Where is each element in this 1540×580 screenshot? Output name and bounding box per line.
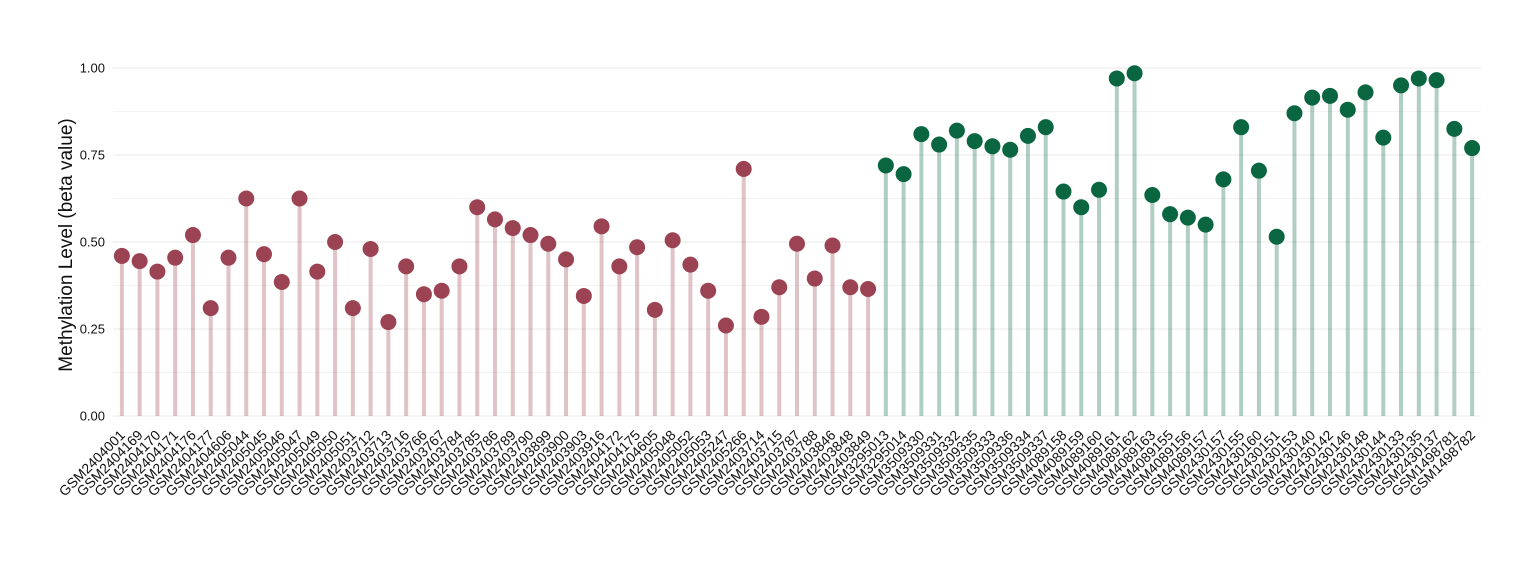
dot bbox=[149, 263, 166, 280]
dot bbox=[575, 287, 592, 304]
dot bbox=[398, 258, 415, 275]
dot bbox=[664, 232, 681, 249]
y-tick-label: 1.00 bbox=[80, 61, 105, 76]
dot bbox=[540, 235, 557, 252]
dot bbox=[1073, 199, 1090, 216]
dot bbox=[558, 251, 575, 268]
dot bbox=[966, 133, 983, 150]
y-tick-label: 0.00 bbox=[80, 409, 105, 424]
dot bbox=[646, 301, 663, 318]
dot bbox=[1179, 209, 1196, 226]
dot bbox=[629, 239, 646, 256]
dot bbox=[1286, 105, 1303, 122]
dot bbox=[291, 190, 308, 207]
dot bbox=[948, 122, 965, 139]
dot bbox=[717, 317, 734, 334]
dot bbox=[433, 282, 450, 299]
dot bbox=[735, 160, 752, 177]
dot bbox=[202, 300, 219, 317]
dot bbox=[504, 220, 521, 237]
dot bbox=[1019, 127, 1036, 144]
dot bbox=[1126, 65, 1143, 82]
dot bbox=[1250, 162, 1267, 179]
y-tick-label: 0.50 bbox=[80, 235, 105, 250]
dot bbox=[1393, 77, 1410, 94]
dot bbox=[1037, 119, 1054, 136]
dot bbox=[806, 270, 823, 287]
dot bbox=[700, 282, 717, 299]
dot bbox=[327, 234, 344, 250]
dot bbox=[1410, 70, 1427, 87]
dot bbox=[522, 227, 539, 244]
dot bbox=[1357, 84, 1374, 101]
dot bbox=[1215, 171, 1232, 188]
dot bbox=[931, 136, 948, 153]
dot bbox=[1233, 119, 1250, 136]
dot bbox=[877, 157, 894, 174]
dot bbox=[1375, 129, 1392, 146]
dot bbox=[1108, 70, 1125, 87]
dot bbox=[913, 126, 930, 143]
y-tick-label: 0.25 bbox=[80, 322, 105, 337]
dot bbox=[1428, 72, 1445, 89]
dot bbox=[380, 314, 397, 331]
dot bbox=[415, 286, 432, 303]
dot bbox=[771, 279, 788, 296]
dot bbox=[113, 247, 130, 264]
dot bbox=[131, 253, 148, 270]
dot bbox=[682, 256, 699, 273]
dot bbox=[238, 190, 255, 207]
dot bbox=[273, 274, 290, 291]
dot bbox=[895, 166, 912, 183]
dot bbox=[593, 218, 610, 235]
dot bbox=[1446, 120, 1463, 137]
dot bbox=[184, 227, 201, 244]
y-tick-label: 0.75 bbox=[80, 148, 105, 163]
dot bbox=[1002, 141, 1019, 158]
dot bbox=[860, 280, 877, 297]
dot bbox=[1268, 228, 1285, 245]
dot bbox=[842, 279, 859, 296]
dot bbox=[309, 263, 326, 280]
dot bbox=[1339, 101, 1356, 118]
dot bbox=[789, 235, 805, 252]
dot bbox=[486, 211, 503, 228]
dot bbox=[1304, 89, 1321, 106]
dot bbox=[1197, 216, 1214, 233]
dot bbox=[344, 300, 361, 317]
y-axis-label: Methylation Level (beta value) bbox=[56, 118, 77, 371]
dot bbox=[1144, 187, 1161, 204]
dot bbox=[451, 258, 468, 275]
dot bbox=[256, 246, 273, 263]
dot bbox=[1464, 140, 1481, 157]
dot bbox=[220, 249, 237, 266]
dot bbox=[611, 258, 628, 275]
dot bbox=[1091, 181, 1108, 198]
dot bbox=[984, 138, 1001, 155]
dot bbox=[1055, 183, 1072, 200]
dot bbox=[824, 237, 841, 254]
dot bbox=[469, 199, 486, 216]
dot bbox=[362, 240, 379, 257]
dot bbox=[753, 308, 770, 325]
dot bbox=[167, 249, 184, 266]
dot bbox=[1321, 87, 1338, 104]
dot bbox=[1162, 206, 1179, 223]
